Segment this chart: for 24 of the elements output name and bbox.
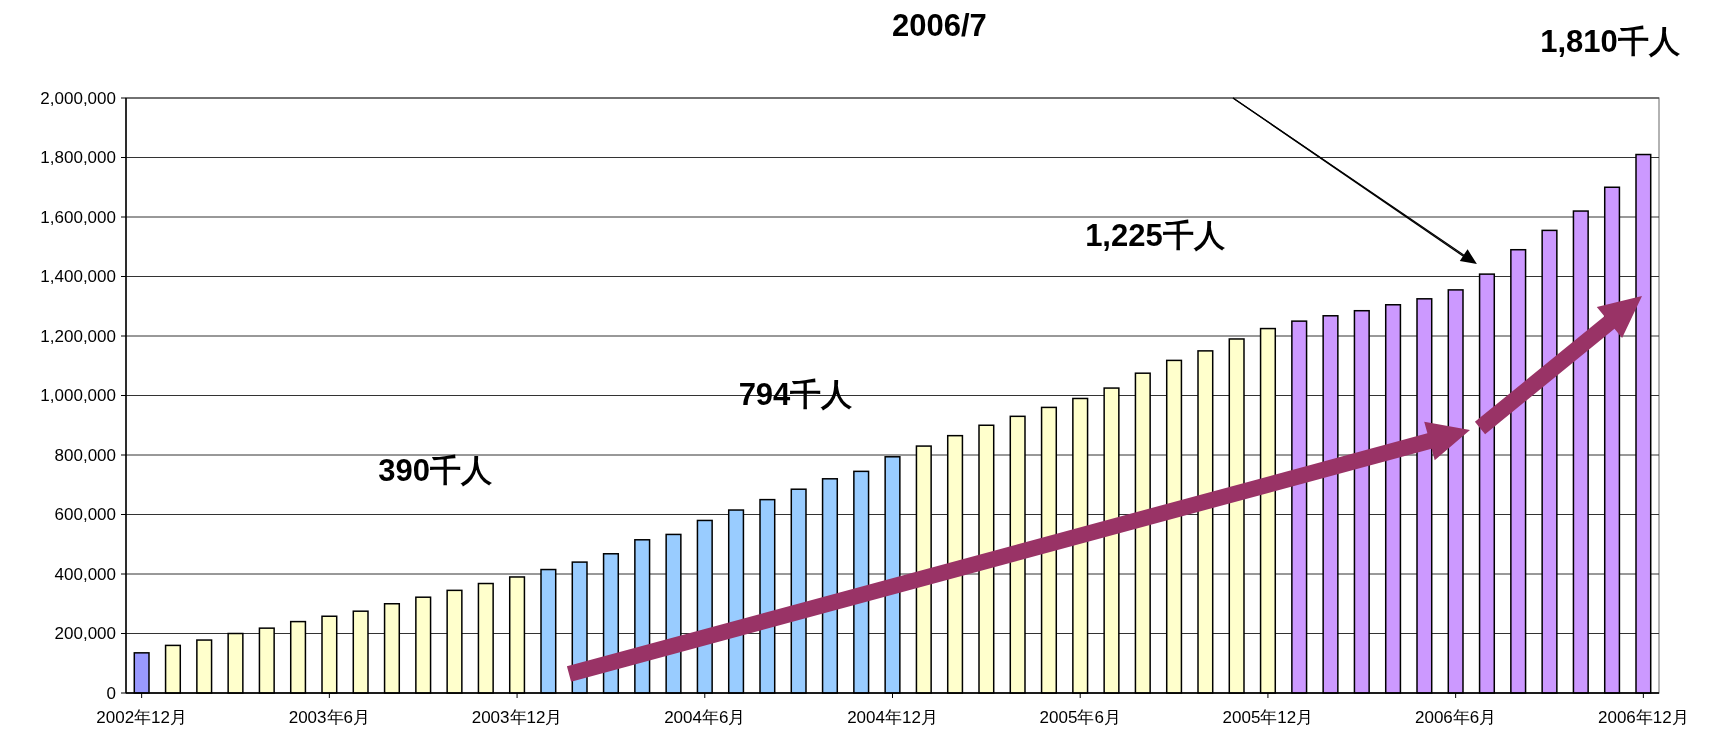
y-tick-label: 600,000	[54, 505, 116, 524]
x-tick-label: 2004年12月	[847, 708, 938, 727]
y-tick-label: 1,600,000	[40, 207, 116, 227]
y-tick-label: 2,000,000	[40, 88, 116, 108]
x-tick-label: 2006年12月	[1597, 708, 1689, 727]
x-tick-label: 2005年6月	[1039, 708, 1121, 727]
y-tick-label: 0	[106, 683, 116, 703]
text: 2006/7	[892, 8, 987, 43]
y-tick-label: 1,400,000	[40, 267, 116, 286]
annotation: 1,225千人	[1085, 217, 1226, 253]
x-tick-label: 2003年6月	[288, 708, 370, 727]
text: 1,810千人	[1540, 24, 1681, 59]
x-tick-label: 2006年6月	[1415, 708, 1497, 727]
y-tick-label: 200,000	[54, 624, 116, 643]
y-tick-label: 400,000	[54, 564, 116, 584]
y-tick-label: 1,200,000	[40, 326, 116, 346]
annotation: 390千人	[378, 452, 493, 488]
x-tick-label: 2002年12月	[96, 708, 188, 727]
x-tick-label: 2003年12月	[471, 708, 563, 727]
y-tick-label: 1,000,000	[40, 386, 116, 405]
y-tick-label: 800,000	[54, 445, 116, 465]
x-tick-label: 2005年12月	[1222, 708, 1314, 727]
x-tick-label: 2004年6月	[664, 708, 746, 727]
y-tick-label: 1,800,000	[40, 148, 116, 167]
